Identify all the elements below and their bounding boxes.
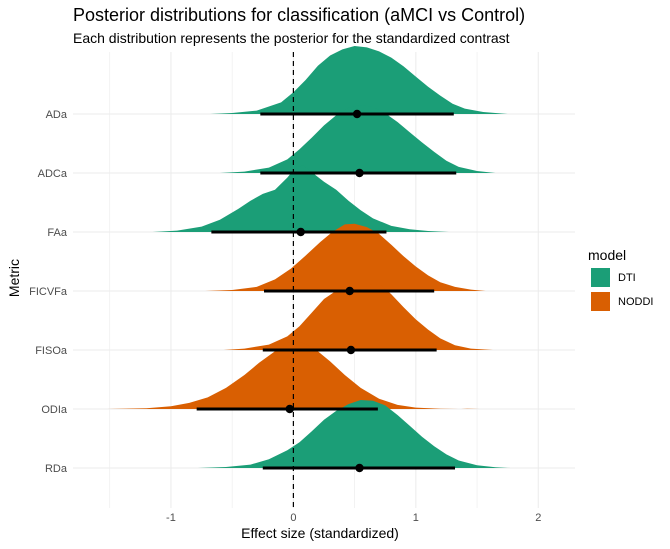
x-tick-label: 2 bbox=[535, 512, 541, 524]
ridge-odia bbox=[107, 341, 480, 409]
chart-title: Posterior distributions for classificati… bbox=[73, 5, 525, 25]
legend-title: model bbox=[588, 247, 626, 263]
y-tick-labels: ADa ADCa FAa FICVFa FISOa ODIa RDa bbox=[29, 109, 68, 475]
legend: model DTI NODDI bbox=[588, 247, 653, 311]
point-adca bbox=[355, 168, 364, 178]
x-tick-label: 1 bbox=[413, 512, 419, 524]
point-fisoa bbox=[346, 345, 356, 355]
ridge-fisoa bbox=[223, 283, 493, 350]
x-axis-label: Effect size (standardized) bbox=[241, 525, 399, 541]
y-tick-label: RDa bbox=[45, 463, 68, 475]
x-tick-label: -1 bbox=[166, 512, 176, 524]
y-tick-label: FISOa bbox=[35, 345, 68, 357]
point-ada bbox=[352, 109, 362, 119]
ridge-adca bbox=[219, 105, 496, 173]
x-tick-labels: -1 0 1 2 bbox=[166, 512, 541, 524]
ridge-ficvfa bbox=[205, 223, 486, 291]
legend-label-dti: DTI bbox=[618, 272, 636, 284]
chart-subtitle: Each distribution represents the posteri… bbox=[73, 30, 510, 46]
y-tick-label: ADa bbox=[46, 109, 68, 121]
legend-key-noddi bbox=[591, 292, 610, 311]
legend-label-noddi: NODDI bbox=[618, 296, 653, 308]
ridge-ada bbox=[210, 46, 508, 114]
y-tick-label: FICVFa bbox=[29, 286, 68, 298]
point-rda bbox=[355, 463, 364, 473]
y-axis-label: Metric bbox=[6, 259, 22, 297]
intervals bbox=[196, 109, 457, 473]
legend-key-dti bbox=[591, 268, 610, 287]
point-odia bbox=[285, 404, 294, 414]
ridges bbox=[107, 46, 511, 468]
point-faa bbox=[296, 227, 305, 237]
y-tick-label: FAa bbox=[47, 227, 67, 239]
x-tick-label: 0 bbox=[290, 512, 296, 524]
y-tick-label: ODIa bbox=[41, 404, 68, 416]
y-tick-label: ADCa bbox=[38, 168, 68, 180]
point-ficvfa bbox=[345, 286, 354, 296]
ridge-rda bbox=[197, 400, 511, 468]
ridge-faa bbox=[152, 165, 449, 232]
